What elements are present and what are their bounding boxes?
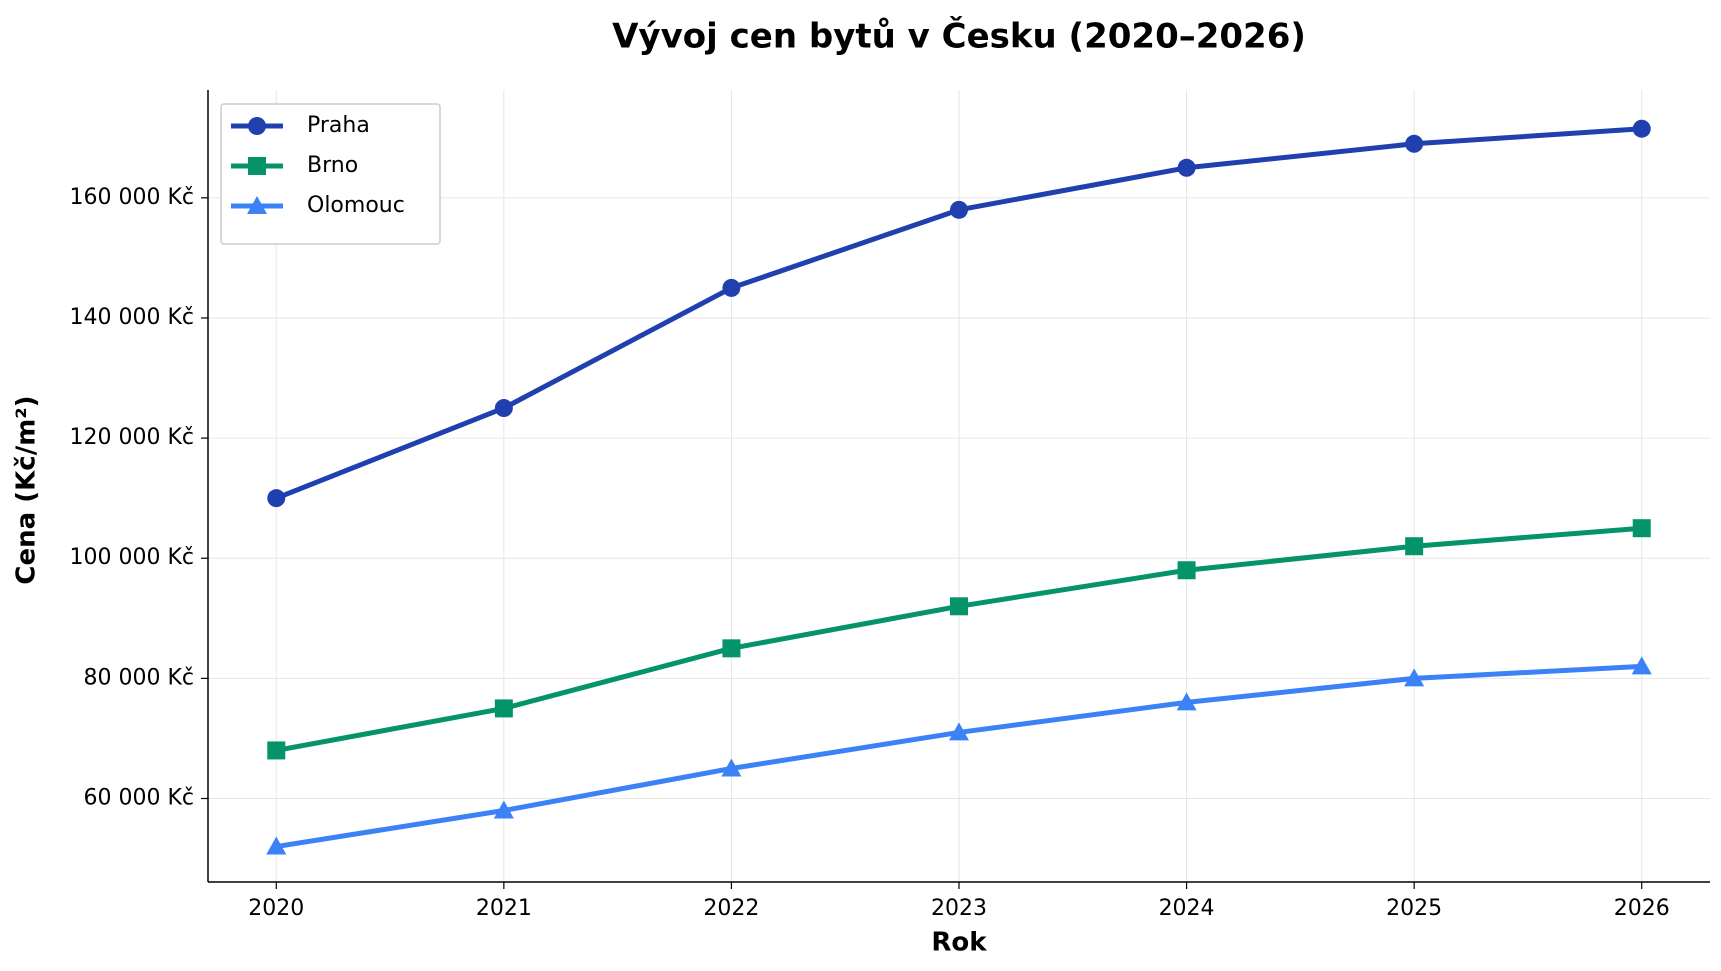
x-tick-label: 2022 bbox=[703, 896, 759, 921]
y-tick-label: 160 000 Kč bbox=[70, 185, 195, 210]
marker bbox=[722, 639, 741, 658]
marker bbox=[1176, 692, 1197, 711]
marker bbox=[949, 722, 969, 741]
x-tick-label: 2020 bbox=[248, 896, 304, 921]
marker bbox=[722, 278, 741, 297]
marker bbox=[494, 399, 513, 418]
marker bbox=[950, 597, 968, 616]
y-tick-label: 140 000 Kč bbox=[70, 305, 195, 330]
marker bbox=[1405, 537, 1424, 556]
legend-label: Brno bbox=[307, 153, 358, 178]
chart-title: Vývoj cen bytů v Česku (2020–2026) bbox=[612, 16, 1306, 57]
x-tick-label: 2026 bbox=[1614, 896, 1670, 921]
marker bbox=[267, 489, 286, 508]
marker bbox=[267, 741, 286, 760]
marker bbox=[266, 836, 287, 855]
legend-box bbox=[220, 103, 441, 245]
marker bbox=[1405, 134, 1424, 153]
x-tick-label: 2024 bbox=[1159, 896, 1215, 921]
marker bbox=[493, 800, 514, 819]
x-tick-label: 2025 bbox=[1386, 896, 1442, 921]
x-tick-label: 2021 bbox=[476, 896, 532, 921]
y-tick-label: 60 000 Kč bbox=[84, 786, 195, 811]
legend-label: Praha bbox=[307, 113, 370, 138]
marker bbox=[1631, 656, 1652, 675]
marker bbox=[1632, 119, 1651, 138]
x-axis-label: Rok bbox=[931, 928, 987, 958]
marker bbox=[950, 200, 968, 219]
x-tick-label: 2023 bbox=[931, 896, 987, 921]
y-tick-label: 80 000 Kč bbox=[84, 665, 195, 690]
marker bbox=[248, 157, 266, 175]
marker bbox=[721, 758, 742, 777]
marker bbox=[248, 117, 266, 135]
marker bbox=[1632, 519, 1651, 538]
marker bbox=[494, 699, 513, 718]
y-tick-label: 100 000 Kč bbox=[70, 545, 195, 570]
marker bbox=[1177, 158, 1196, 177]
y-axis-label: Cena (Kč/m²) bbox=[12, 395, 42, 584]
marker bbox=[1177, 561, 1196, 580]
marker bbox=[247, 196, 267, 214]
marker bbox=[1404, 668, 1425, 687]
y-tick-label: 120 000 Kč bbox=[70, 425, 195, 450]
legend-label: Olomouc bbox=[307, 193, 405, 218]
